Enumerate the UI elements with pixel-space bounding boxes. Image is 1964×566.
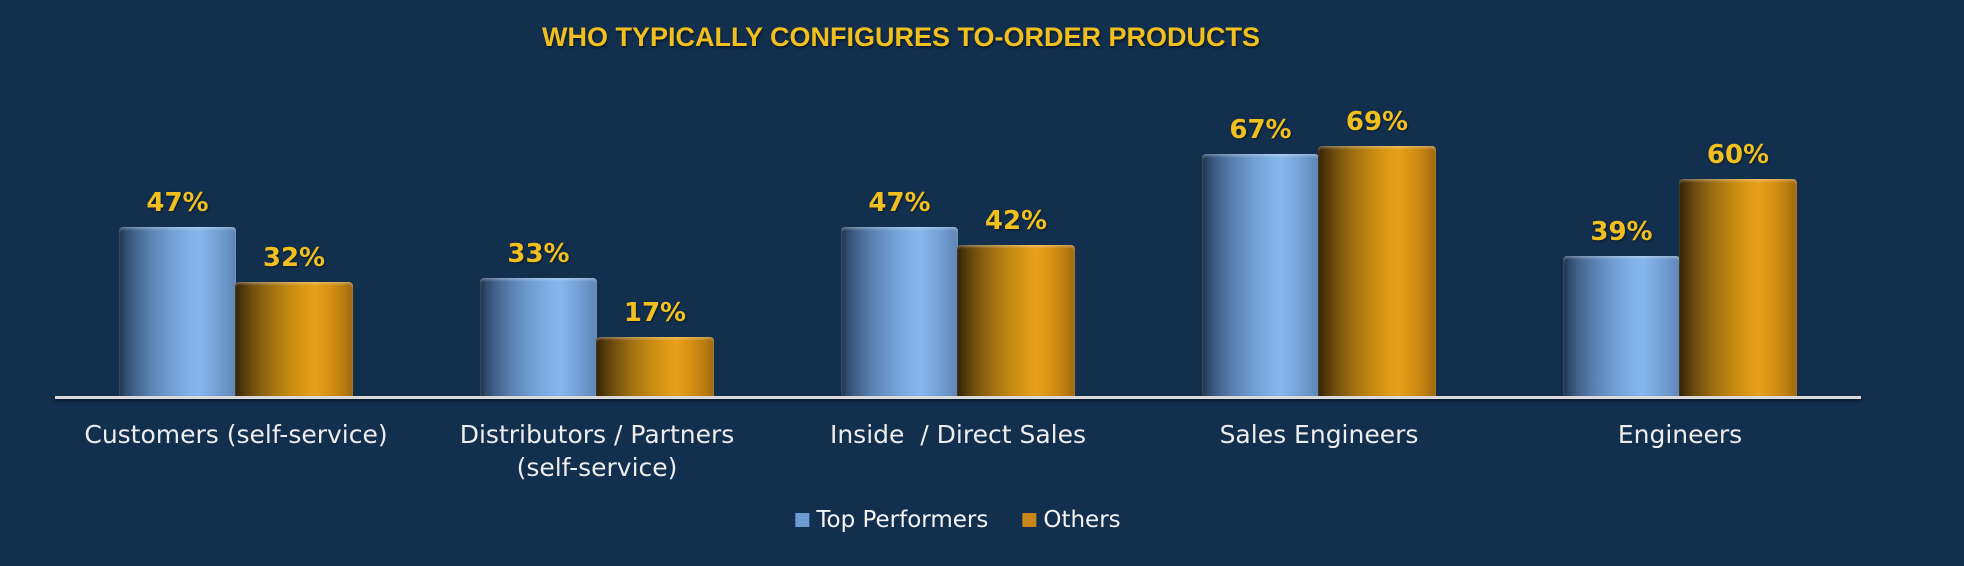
legend-label-top-performers: Top Performers <box>816 507 989 533</box>
legend-swatch-others-icon <box>1022 513 1037 527</box>
legend-item-others: Others <box>1022 507 1121 533</box>
category-label-customers-self-service: Customers (self-service) <box>84 420 388 449</box>
bar-others-inside-direct-sales <box>957 245 1075 399</box>
bar-others-sales-engineers <box>1318 146 1436 399</box>
bar-top-performers-distributors-partners-self-service <box>480 278 597 399</box>
legend-swatch-top-performers-icon <box>795 513 810 527</box>
value-label-top-performers-customers-self-service: 47% <box>146 188 209 218</box>
category-label-sales-engineers: Sales Engineers <box>1219 420 1419 449</box>
value-label-others-engineers: 60% <box>1706 140 1770 170</box>
x-axis-line <box>55 396 1861 399</box>
category-label-inside-direct-sales: Inside / Direct Sales <box>829 420 1087 449</box>
value-label-top-performers-inside-direct-sales: 47% <box>868 188 931 218</box>
bar-top-performers-customers-self-service <box>119 227 236 399</box>
legend: Top Performers Others <box>795 507 1121 533</box>
bar-top-performers-sales-engineers <box>1202 154 1319 399</box>
bar-others-engineers <box>1679 179 1797 399</box>
value-label-others-customers-self-service: 32% <box>262 243 326 273</box>
chart-title: WHO TYPICALLY CONFIGURES TO-ORDER PRODUC… <box>541 22 1261 52</box>
bar-others-customers-self-service <box>235 282 353 399</box>
value-label-top-performers-engineers: 39% <box>1590 217 1653 247</box>
category-label-distributors-partners-self-service: Distributors / Partners (self-service) <box>459 420 735 482</box>
bar-others-distributors-partners-self-service <box>596 337 714 399</box>
legend-item-top-performers: Top Performers <box>795 507 988 533</box>
value-label-others-distributors-partners-self-service: 17% <box>623 298 687 328</box>
value-label-top-performers-sales-engineers: 67% <box>1229 115 1292 145</box>
bar-top-performers-engineers <box>1563 256 1680 399</box>
value-label-others-sales-engineers: 69% <box>1345 107 1409 137</box>
value-label-others-inside-direct-sales: 42% <box>984 206 1048 236</box>
bar-top-performers-inside-direct-sales <box>841 227 958 399</box>
category-label-engineers: Engineers <box>1617 420 1743 449</box>
value-label-top-performers-distributors-partners-self-service: 33% <box>507 239 570 269</box>
legend-label-others: Others <box>1043 507 1121 533</box>
